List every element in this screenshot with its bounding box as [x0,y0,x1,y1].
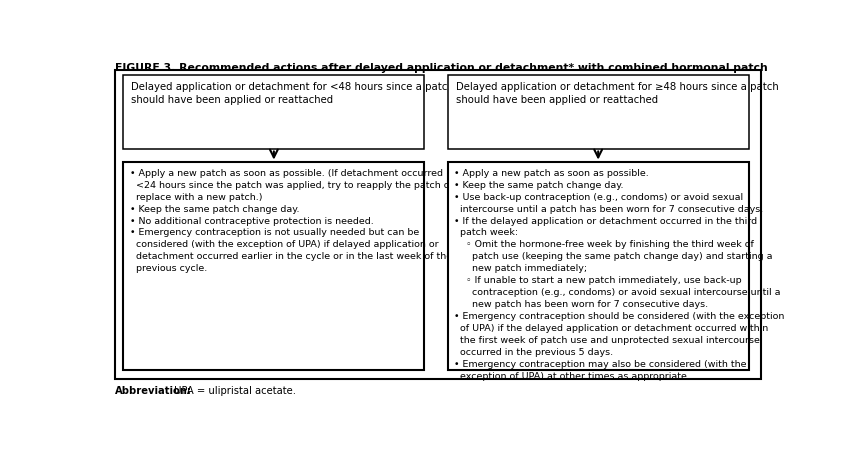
Text: UPA = ulipristal acetate.: UPA = ulipristal acetate. [171,386,296,396]
FancyBboxPatch shape [123,163,424,370]
Text: • Apply a new patch as soon as possible. (If detachment occurred
  <24 hours sin: • Apply a new patch as soon as possible.… [130,169,453,273]
Text: Abbreviation:: Abbreviation: [114,386,191,396]
Text: FIGURE 3. Recommended actions after delayed application or detachment* with comb: FIGURE 3. Recommended actions after dela… [114,63,767,73]
Text: • Apply a new patch as soon as possible.
• Keep the same patch change day.
• Use: • Apply a new patch as soon as possible.… [454,169,784,381]
Text: Delayed application or detachment for ≥48 hours since a patch
should have been a: Delayed application or detachment for ≥4… [455,82,777,105]
FancyBboxPatch shape [447,75,748,149]
FancyBboxPatch shape [123,75,424,149]
FancyBboxPatch shape [447,163,748,370]
Text: Delayed application or detachment for <48 hours since a patch
should have been a: Delayed application or detachment for <4… [131,82,454,105]
FancyBboxPatch shape [114,70,760,379]
